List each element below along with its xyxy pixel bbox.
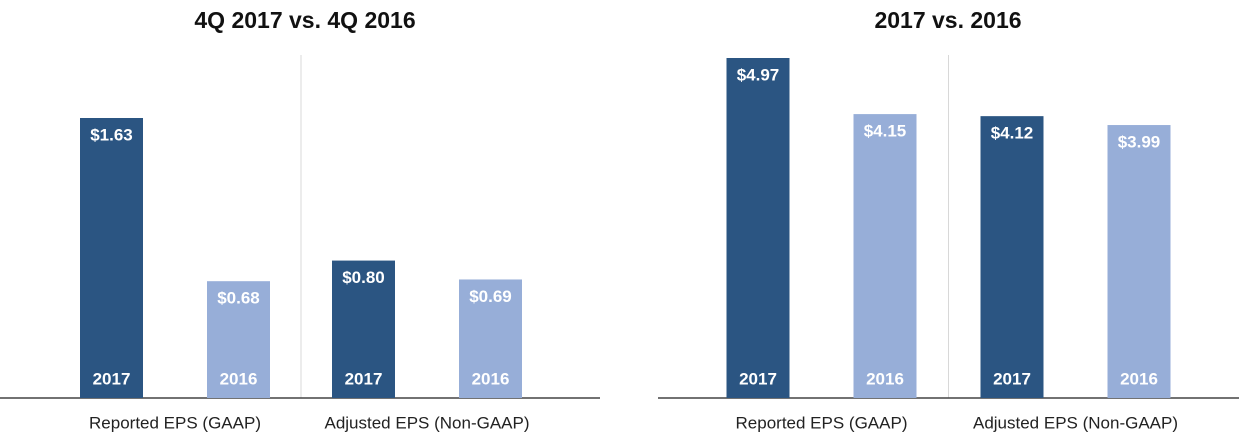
series-label: 2017	[93, 369, 131, 388]
value-label: $4.12	[991, 124, 1034, 143]
x-tick-label: Adjusted EPS (Non-GAAP)	[324, 413, 529, 432]
bar	[726, 58, 790, 398]
value-label: $0.69	[469, 287, 512, 306]
series-label: 2016	[1120, 369, 1158, 388]
chart-title: 4Q 2017 vs. 4Q 2016	[194, 7, 415, 33]
value-label: $0.80	[342, 268, 385, 287]
series-label: 2016	[472, 369, 510, 388]
bar	[332, 260, 395, 398]
x-tick-label: Reported EPS (GAAP)	[89, 413, 261, 432]
bar	[1107, 125, 1171, 399]
value-label: $1.63	[90, 125, 133, 144]
x-tick-label: Adjusted EPS (Non-GAAP)	[973, 413, 1178, 432]
chart-title: 2017 vs. 2016	[874, 7, 1021, 33]
value-label: $4.97	[737, 65, 780, 84]
value-label: $3.99	[1118, 133, 1161, 152]
series-label: 2017	[993, 369, 1031, 388]
bar	[853, 114, 917, 398]
series-label: 2017	[345, 369, 383, 388]
series-label: 2017	[739, 369, 777, 388]
bar	[459, 279, 522, 398]
value-label: $4.15	[864, 122, 907, 141]
series-label: 2016	[866, 369, 904, 388]
bar	[207, 281, 270, 398]
x-tick-label: Reported EPS (GAAP)	[736, 413, 908, 432]
bar	[80, 118, 143, 398]
bar	[980, 116, 1044, 398]
value-label: $0.68	[217, 289, 260, 308]
series-label: 2016	[220, 369, 258, 388]
